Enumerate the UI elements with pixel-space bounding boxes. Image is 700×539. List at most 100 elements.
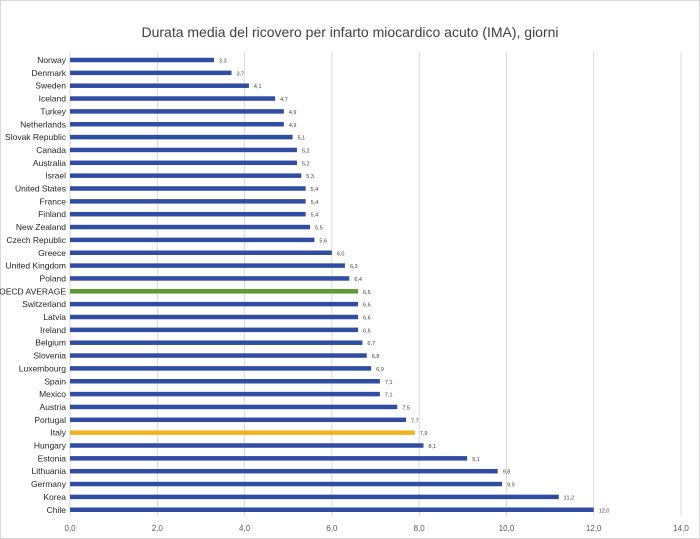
data-label: 7,5 (402, 405, 410, 411)
category-label: Turkey (40, 106, 66, 116)
x-tick-label: 10,0 (499, 524, 515, 533)
data-label: 9,8 (503, 470, 511, 476)
data-label: 6,6 (363, 328, 371, 334)
chart-title: Durata media del ricovero per infarto mi… (141, 24, 559, 40)
category-label: Iceland (39, 94, 67, 104)
data-label: 7,9 (420, 431, 428, 437)
bar (70, 237, 315, 243)
category-label: Chile (47, 505, 67, 515)
bar (70, 340, 363, 345)
category-label: Denmark (32, 68, 67, 78)
bar (70, 263, 345, 268)
data-label: 12,0 (599, 508, 610, 514)
data-label: 8,1 (429, 444, 437, 450)
category-label: Korea (43, 492, 66, 502)
bar (70, 122, 284, 127)
category-label: Poland (40, 273, 67, 283)
data-label: 6,8 (372, 354, 380, 360)
data-label: 7,7 (411, 418, 419, 424)
bar (70, 468, 498, 474)
bar (70, 276, 350, 281)
bar (70, 134, 293, 140)
data-label: 5,3 (306, 174, 314, 180)
bar (70, 456, 468, 461)
bar (70, 211, 306, 217)
category-label: Lithuania (31, 466, 66, 476)
bar (70, 494, 559, 500)
category-label: Finland (38, 209, 66, 219)
category-label: New Zealand (16, 222, 66, 232)
bar (70, 109, 284, 114)
data-label: 9,9 (507, 483, 515, 489)
x-tick-label: 4,0 (239, 524, 251, 533)
bar (70, 366, 372, 371)
data-label: 4,7 (280, 97, 288, 103)
data-label: 7,1 (385, 380, 393, 386)
category-label: Czech Republic (6, 235, 66, 245)
bar (70, 83, 249, 88)
category-label: Austria (40, 402, 67, 412)
category-label: Portugal (34, 415, 66, 425)
category-label: Australia (33, 158, 66, 168)
category-label: Mexico (39, 389, 66, 399)
category-label: Belgium (35, 338, 66, 348)
data-label: 11,2 (564, 495, 574, 501)
bar (70, 96, 276, 101)
data-label: 5,1 (298, 136, 306, 142)
category-label: Italy (50, 428, 66, 438)
category-label: Norway (37, 55, 67, 65)
category-label: Luxembourg (19, 363, 67, 373)
data-label: 5,2 (302, 161, 310, 167)
category-label: Estonia (38, 453, 67, 463)
data-label: 7,1 (385, 393, 393, 399)
data-label: 6,9 (376, 367, 384, 373)
category-label: Spain (44, 376, 66, 386)
data-label: 6,0 (337, 251, 345, 257)
bar (70, 404, 398, 410)
data-label: 5,5 (315, 226, 323, 232)
bar (70, 353, 367, 358)
data-label: 6,4 (354, 277, 362, 283)
bar (70, 186, 306, 191)
data-label: 5,4 (311, 187, 319, 193)
category-label: OECD AVERAGE (0, 286, 66, 296)
category-label: Latvia (43, 312, 66, 322)
x-tick-label: 14,0 (673, 524, 689, 533)
bar (70, 173, 302, 178)
bar (70, 443, 424, 448)
bar (70, 289, 359, 294)
category-label: France (40, 196, 67, 206)
category-label: Greece (38, 248, 66, 258)
data-label: 3,7 (236, 71, 244, 77)
category-label: Canada (36, 145, 66, 155)
bar (70, 430, 415, 435)
data-label: 4,9 (289, 123, 297, 129)
bar (70, 250, 332, 255)
category-label: United States (15, 184, 66, 194)
bar (70, 379, 380, 384)
category-label: Netherlands (20, 119, 66, 129)
bar (70, 301, 359, 307)
data-label: 5,4 (311, 200, 319, 206)
bar (70, 160, 297, 166)
data-label: 6,6 (363, 303, 371, 309)
data-label: 4,1 (254, 84, 262, 90)
bar (70, 199, 306, 204)
category-label: Sweden (35, 81, 66, 91)
bar (70, 224, 311, 230)
x-tick-label: 12,0 (586, 524, 602, 533)
data-label: 6,7 (367, 341, 375, 347)
bar (70, 314, 359, 320)
data-label: 9,1 (472, 457, 480, 463)
data-label: 4,9 (289, 110, 297, 116)
category-label: Israel (45, 171, 66, 181)
bar (70, 57, 215, 63)
category-label: Ireland (40, 325, 66, 335)
bar (70, 70, 232, 76)
bar (70, 327, 359, 333)
data-label: 6,3 (350, 264, 358, 270)
data-label: 6,6 (363, 316, 371, 322)
bar (70, 507, 594, 512)
category-label: United Kingdom (6, 261, 66, 271)
category-label: Hungary (34, 441, 67, 451)
